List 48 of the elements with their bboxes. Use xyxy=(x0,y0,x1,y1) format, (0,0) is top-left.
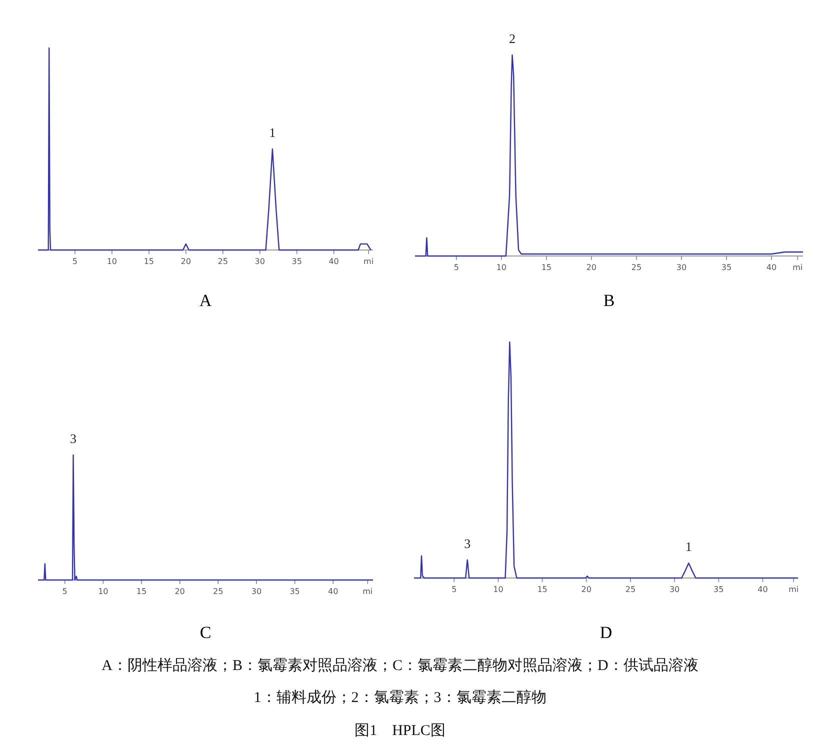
x-tick-label: 10 xyxy=(106,257,118,266)
x-tick-label: 15 xyxy=(537,585,548,594)
x-tick-label: 15 xyxy=(541,263,552,272)
x-tick-label: 5 xyxy=(452,585,457,594)
annotation: 3 xyxy=(464,536,471,551)
x-axis-title: C xyxy=(200,623,212,642)
x-tick-label: 35 xyxy=(290,587,300,596)
x-tick-label: 5 xyxy=(72,257,78,266)
x-tick-label: 25 xyxy=(213,587,224,596)
x-axis-title: B xyxy=(603,291,615,310)
x-tick-label: 10 xyxy=(496,263,507,272)
annotation: 1 xyxy=(685,539,692,554)
x-tick-label: 5 xyxy=(454,263,459,272)
x-tick-label: 25 xyxy=(625,585,636,594)
x-tick-label: 20 xyxy=(581,585,592,594)
x-axis-title: D xyxy=(600,623,612,642)
annotation: 1 xyxy=(269,125,276,140)
x-tick-label: 35 xyxy=(714,585,724,594)
x-tick-label: mi xyxy=(788,585,799,594)
x-tick-label: 5 xyxy=(62,587,68,596)
x-tick-label: 40 xyxy=(328,257,339,266)
x-tick-label: 20 xyxy=(586,263,597,272)
x-tick-label: 10 xyxy=(493,585,504,594)
x-tick-label: mi xyxy=(364,257,374,266)
text: 1：辅料成份；2：氯霉素；3：氯霉素二醇物 xyxy=(254,689,546,706)
annotation: 2 xyxy=(508,31,516,46)
x-tick-label: 40 xyxy=(766,263,777,272)
text: 图1 HPLC图 xyxy=(354,723,446,739)
x-tick-label: 20 xyxy=(180,257,191,266)
x-tick-label: mi xyxy=(362,587,373,596)
x-tick-label: 30 xyxy=(254,257,265,266)
x-tick-label: 35 xyxy=(721,263,732,272)
annotation: 3 xyxy=(70,431,77,446)
x-tick-label: mi xyxy=(792,263,803,272)
x-tick-label: 40 xyxy=(758,585,768,594)
text: A：阴性样品溶液；B：氯霉素对照品溶液；C：氯霉素二醇物对照品溶液；D：供试品溶液 xyxy=(102,657,698,674)
x-tick-label: 25 xyxy=(218,257,228,266)
x-tick-label: 20 xyxy=(174,587,185,596)
x-tick-label: 25 xyxy=(631,263,642,272)
x-tick-label: 30 xyxy=(251,587,262,596)
x-tick-label: 30 xyxy=(676,263,687,272)
x-tick-label: 40 xyxy=(328,587,338,596)
x-tick-label: 15 xyxy=(144,257,154,266)
x-tick-label: 30 xyxy=(669,585,680,594)
x-axis-title: A xyxy=(199,291,212,310)
x-tick-label: 15 xyxy=(136,587,147,596)
x-tick-label: 10 xyxy=(98,587,108,596)
x-tick-label: 35 xyxy=(292,257,302,266)
